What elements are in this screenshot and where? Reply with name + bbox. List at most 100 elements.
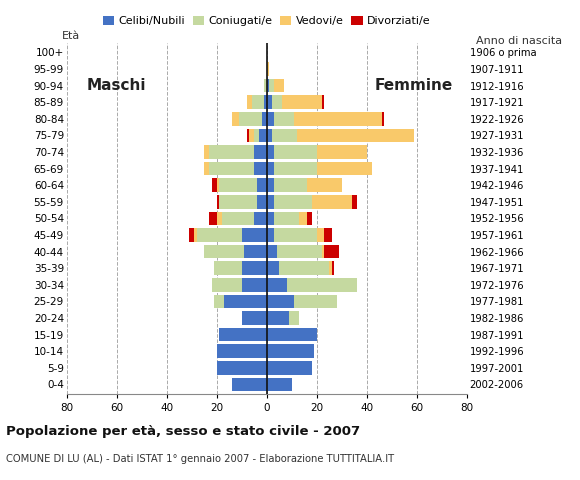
- Bar: [204, 145, 209, 159]
- Bar: [322, 245, 324, 258]
- Bar: [312, 195, 352, 209]
- Bar: [242, 262, 267, 275]
- Bar: [267, 262, 280, 275]
- Bar: [267, 96, 272, 109]
- Bar: [212, 179, 217, 192]
- Bar: [209, 162, 254, 175]
- Bar: [217, 345, 267, 358]
- Bar: [289, 311, 299, 325]
- Bar: [267, 129, 272, 142]
- Bar: [219, 179, 257, 192]
- Bar: [299, 212, 307, 225]
- Bar: [329, 262, 332, 275]
- Bar: [267, 278, 287, 292]
- Bar: [267, 328, 317, 341]
- Text: Popolazione per età, sesso e stato civile - 2007: Popolazione per età, sesso e stato civil…: [6, 425, 360, 438]
- Bar: [242, 311, 267, 325]
- Bar: [212, 278, 242, 292]
- Bar: [254, 145, 267, 159]
- Bar: [232, 378, 267, 391]
- Bar: [254, 129, 259, 142]
- Bar: [274, 112, 294, 126]
- Bar: [267, 228, 274, 242]
- Bar: [262, 112, 267, 126]
- Bar: [274, 79, 284, 92]
- Bar: [197, 228, 242, 242]
- Bar: [307, 179, 342, 192]
- Bar: [254, 212, 267, 225]
- Bar: [280, 262, 329, 275]
- Bar: [324, 228, 332, 242]
- Bar: [272, 129, 297, 142]
- Text: Femmine: Femmine: [374, 78, 452, 93]
- Bar: [224, 295, 267, 308]
- Bar: [217, 212, 222, 225]
- Bar: [272, 96, 282, 109]
- Bar: [274, 228, 317, 242]
- Bar: [307, 212, 312, 225]
- Bar: [264, 79, 267, 92]
- Legend: Celibi/Nubili, Coniugati/e, Vedovi/e, Divorziati/e: Celibi/Nubili, Coniugati/e, Vedovi/e, Di…: [99, 12, 435, 31]
- Bar: [267, 245, 277, 258]
- Bar: [294, 295, 337, 308]
- Bar: [267, 162, 274, 175]
- Bar: [217, 361, 267, 375]
- Bar: [209, 145, 254, 159]
- Bar: [274, 145, 317, 159]
- Bar: [267, 311, 289, 325]
- Bar: [204, 245, 244, 258]
- Bar: [274, 162, 317, 175]
- Text: Anno di nascita: Anno di nascita: [477, 36, 563, 46]
- Text: Maschi: Maschi: [87, 78, 146, 93]
- Bar: [324, 245, 339, 258]
- Text: COMUNE DI LU (AL) - Dati ISTAT 1° gennaio 2007 - Elaborazione TUTTITALIA.IT: COMUNE DI LU (AL) - Dati ISTAT 1° gennai…: [6, 454, 394, 464]
- Bar: [217, 179, 219, 192]
- Bar: [240, 112, 262, 126]
- Bar: [209, 212, 217, 225]
- Bar: [267, 179, 274, 192]
- Bar: [214, 295, 224, 308]
- Bar: [189, 228, 194, 242]
- Bar: [269, 79, 274, 92]
- Bar: [267, 195, 274, 209]
- Bar: [297, 129, 414, 142]
- Bar: [259, 129, 267, 142]
- Bar: [204, 162, 209, 175]
- Bar: [267, 345, 314, 358]
- Bar: [352, 195, 357, 209]
- Text: Età: Età: [61, 31, 80, 41]
- Bar: [219, 328, 267, 341]
- Bar: [267, 378, 292, 391]
- Bar: [267, 212, 274, 225]
- Bar: [277, 245, 322, 258]
- Bar: [267, 79, 269, 92]
- Bar: [214, 262, 242, 275]
- Bar: [242, 278, 267, 292]
- Bar: [247, 96, 252, 109]
- Bar: [222, 212, 254, 225]
- Bar: [382, 112, 385, 126]
- Bar: [274, 179, 307, 192]
- Bar: [267, 145, 274, 159]
- Bar: [232, 112, 240, 126]
- Bar: [274, 212, 299, 225]
- Bar: [252, 96, 264, 109]
- Bar: [267, 112, 274, 126]
- Bar: [317, 228, 324, 242]
- Bar: [332, 262, 334, 275]
- Bar: [219, 195, 257, 209]
- Bar: [267, 361, 312, 375]
- Bar: [257, 195, 267, 209]
- Bar: [322, 96, 324, 109]
- Bar: [194, 228, 197, 242]
- Bar: [267, 295, 294, 308]
- Bar: [247, 129, 249, 142]
- Bar: [242, 228, 267, 242]
- Bar: [287, 278, 357, 292]
- Bar: [264, 96, 267, 109]
- Bar: [257, 179, 267, 192]
- Bar: [294, 112, 382, 126]
- Bar: [274, 195, 312, 209]
- Bar: [249, 129, 254, 142]
- Bar: [244, 245, 267, 258]
